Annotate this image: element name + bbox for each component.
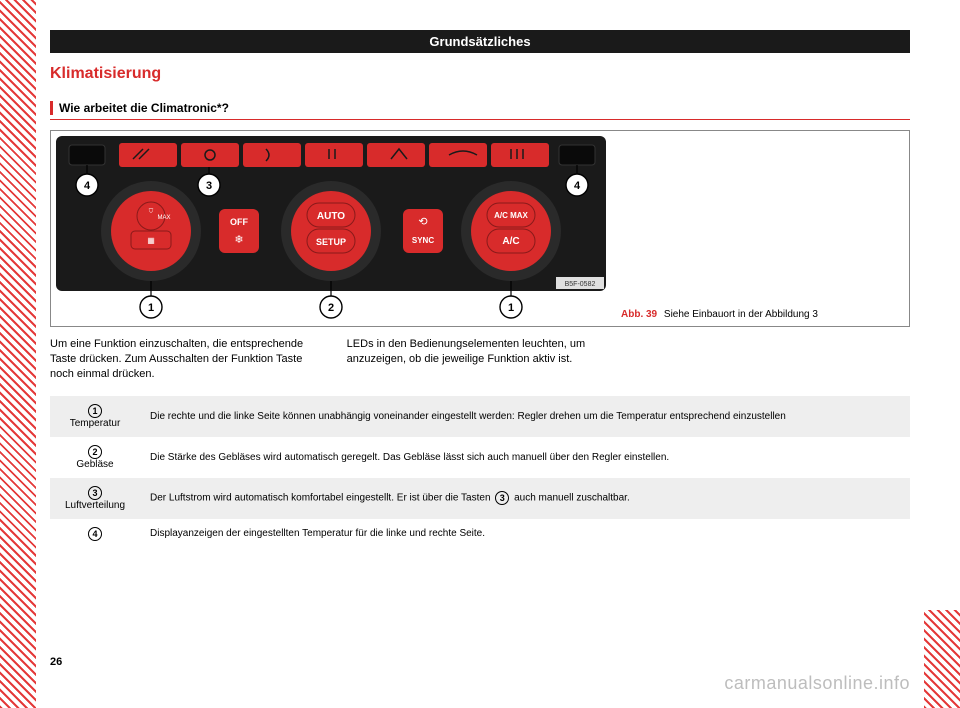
- svg-text:B5F-0582: B5F-0582: [565, 281, 596, 288]
- svg-text:4: 4: [574, 180, 581, 192]
- inline-ref-number: 3: [495, 491, 509, 505]
- svg-text:4: 4: [84, 180, 91, 192]
- body-paragraph-right: LEDs in den Bedienungselementen leuchten…: [347, 337, 614, 382]
- svg-text:1: 1: [508, 302, 514, 314]
- figure-caption-text: Siehe Einbauort in der Abbildung 3: [664, 309, 818, 320]
- svg-text:SETUP: SETUP: [316, 237, 346, 247]
- legend-number: 1: [88, 404, 102, 418]
- svg-text:❄: ❄: [234, 234, 243, 246]
- table-row: 4 Displayanzeigen der eingestellten Temp…: [50, 519, 910, 549]
- svg-text:A/C MAX: A/C MAX: [494, 211, 528, 220]
- legend-name: Temperatur: [70, 418, 121, 429]
- legend-name: Luftverteilung: [65, 500, 125, 511]
- section-title: Klimatisierung: [50, 65, 910, 83]
- figure-container: ⛉ MAX ▦ AUTO SETUP A/C MAX A/C OFF: [50, 130, 910, 327]
- legend-description: Die rechte und die linke Seite können un…: [140, 396, 910, 437]
- legend-description: Die Stärke des Gebläses wird automatisch…: [140, 437, 910, 478]
- svg-text:OFF: OFF: [230, 217, 248, 227]
- table-row: 2 Gebläse Die Stärke des Gebläses wird a…: [50, 437, 910, 478]
- legend-name: Gebläse: [76, 459, 113, 470]
- svg-text:⟲: ⟲: [418, 216, 427, 228]
- figure-label: Abb. 39: [621, 309, 657, 320]
- page-content: Grundsätzliches Klimatisierung Wie arbei…: [50, 30, 910, 549]
- table-row: 3 Luftverteilung Der Luftstrom wird auto…: [50, 478, 910, 519]
- legend-description: Displayanzeigen der eingestellten Temper…: [140, 519, 910, 549]
- svg-text:⛉: ⛉: [149, 208, 154, 215]
- page-number: 26: [50, 656, 62, 668]
- svg-text:AUTO: AUTO: [317, 211, 345, 222]
- svg-text:1: 1: [148, 302, 154, 314]
- subsection-title: Wie arbeitet die Climatronic*?: [50, 101, 910, 115]
- watermark: carmanualsonline.info: [724, 673, 910, 694]
- legend-number: 4: [88, 527, 102, 541]
- climatronic-panel-figure: ⛉ MAX ▦ AUTO SETUP A/C MAX A/C OFF: [51, 131, 611, 326]
- legend-description: Der Luftstrom wird automatisch komfortab…: [140, 478, 910, 519]
- legend-number: 3: [88, 486, 102, 500]
- page-hatching-right: [924, 610, 960, 708]
- svg-text:▦: ▦: [147, 236, 155, 245]
- svg-text:3: 3: [206, 180, 212, 192]
- body-columns: Um eine Funktion einzuschalten, die ents…: [50, 337, 910, 382]
- svg-text:MAX: MAX: [157, 215, 170, 221]
- chapter-header: Grundsätzliches: [50, 30, 910, 53]
- svg-text:SYNC: SYNC: [412, 236, 434, 245]
- table-row: 1 Temperatur Die rechte und die linke Se…: [50, 396, 910, 437]
- svg-text:A/C: A/C: [502, 236, 519, 247]
- section-rule: [50, 119, 910, 120]
- legend-number: 2: [88, 445, 102, 459]
- svg-text:2: 2: [328, 302, 334, 314]
- figure-caption: Abb. 39 Siehe Einbauort in der Abbildung…: [611, 131, 909, 326]
- body-paragraph-left: Um eine Funktion einzuschalten, die ents…: [50, 337, 317, 382]
- legend-table: 1 Temperatur Die rechte und die linke Se…: [50, 396, 910, 549]
- page-hatching-left: [0, 0, 36, 708]
